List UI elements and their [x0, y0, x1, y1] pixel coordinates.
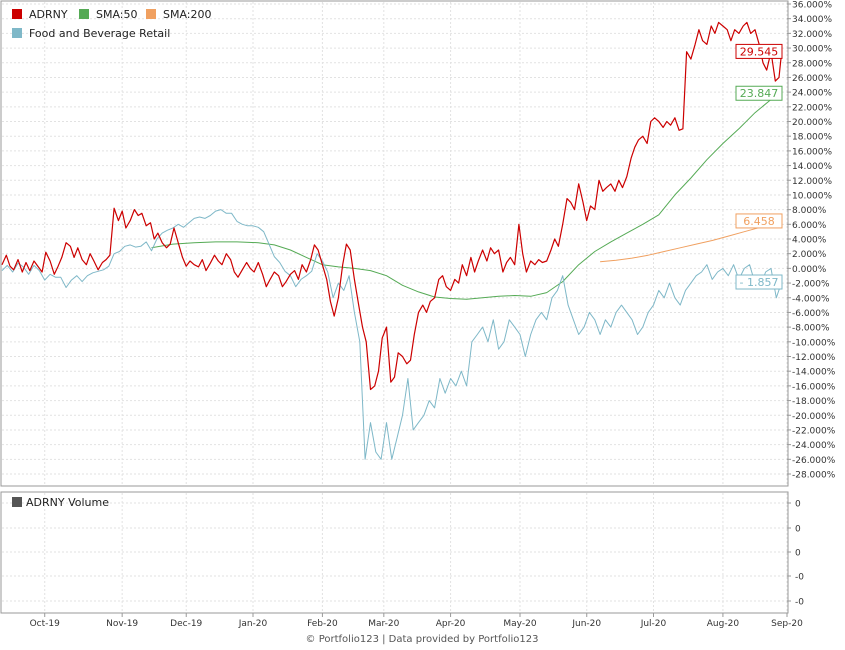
legend-swatch	[12, 497, 22, 507]
volume-legend: ADRNY Volume	[12, 496, 109, 509]
last-value-label-food-and-beverage-retail: - 1.857	[735, 274, 783, 290]
price-panel-frame	[0, 0, 789, 487]
price-y-tick-label: -12.000%	[792, 353, 836, 363]
price-y-tick-label: 14.000%	[792, 162, 832, 172]
price-y-tick-label: 6.000%	[792, 221, 827, 231]
last-value-label-text: - 1.857	[740, 276, 779, 289]
price-series	[1, 21, 783, 460]
price-y-tick-label: -24.000%	[792, 441, 836, 451]
price-y-tick-label: 30.000%	[792, 45, 832, 55]
legend-item-sma-200: SMA:200	[146, 8, 212, 21]
legend-label: SMA:200	[163, 8, 212, 21]
price-y-tick-label: 24.000%	[792, 89, 832, 99]
last-value-label-adrny: 29.545	[735, 43, 783, 59]
last-value-label-box	[735, 85, 783, 101]
legend-label: Food and Beverage Retail	[29, 27, 170, 40]
volume-y-tick-label: 0	[795, 549, 801, 559]
price-y-tick-label: 36.000%	[792, 1, 832, 11]
price-y-tick-label: 20.000%	[792, 118, 832, 128]
price-y-tick-label: -14.000%	[792, 368, 836, 378]
price-y-tick-label: 28.000%	[792, 59, 832, 69]
price-y-tick-label: 22.000%	[792, 103, 832, 113]
price-y-tick-label: -22.000%	[792, 426, 836, 436]
price-legend: ADRNY SMA:50 SMA:200 Food and Beverage Reta…	[12, 8, 212, 40]
price-y-tick-label: 18.000%	[792, 133, 832, 143]
footer-credit: © Portfolio123 | Data provided by Portfo…	[306, 634, 539, 645]
price-y-tick-label: 32.000%	[792, 30, 832, 40]
price-y-tick-label: 12.000%	[792, 177, 832, 187]
price-y-tick-label: -16.000%	[792, 382, 836, 392]
legend-label: SMA:50	[96, 8, 138, 21]
price-y-axis: 36.000% 34.000% 32.000% 30.000% 28.000% 26.00…	[787, 1, 836, 481]
volume-y-tick-label: -0	[795, 598, 804, 608]
x-tick-label: Oct-19	[30, 619, 61, 629]
price-gridlines	[2, 2, 788, 485]
price-y-tick-label: -10.000%	[792, 338, 836, 348]
x-tick-label: May-20	[503, 619, 536, 629]
volume-y-tick-label: -0	[795, 573, 804, 583]
legend-item-adrny: ADRNY	[12, 8, 68, 21]
price-y-tick-label: 4.000%	[792, 236, 827, 246]
x-axis: Oct-19 Nov-19 Dec-19 Jan-20 Feb-20 Mar-20 Apr-…	[30, 613, 803, 629]
x-tick-label: Jul-20	[640, 619, 667, 629]
volume-y-tick-label: 0	[795, 525, 801, 535]
x-tick-label: Apr-20	[436, 619, 466, 629]
x-tick-label: Jun-20	[571, 619, 601, 629]
volume-gridlines	[2, 493, 788, 612]
last-value-label-box	[735, 274, 783, 290]
price-y-tick-label: 8.000%	[792, 206, 827, 216]
last-value-labels: 29.545 23.847 6.458 - 1.857	[735, 43, 783, 290]
price-y-tick-label: -6.000%	[792, 309, 830, 319]
legend-swatch	[12, 9, 22, 19]
last-value-label-sma-50: 23.847	[735, 85, 783, 101]
last-value-label-text: 6.458	[743, 215, 775, 228]
price-y-tick-label: -20.000%	[792, 412, 836, 422]
price-y-tick-label: -26.000%	[792, 456, 836, 466]
x-tick-label: Sep-20	[771, 619, 803, 629]
price-y-tick-label: -2.000%	[792, 280, 830, 290]
price-y-tick-label: 16.000%	[792, 147, 832, 157]
x-tick-label: Dec-19	[170, 619, 202, 629]
price-y-tick-label: 26.000%	[792, 74, 832, 84]
legend-item-food-and-beverage-retail: Food and Beverage Retail	[12, 27, 170, 40]
x-tick-label: Feb-20	[307, 619, 338, 629]
x-tick-label: Jan-20	[238, 619, 268, 629]
legend-swatch	[12, 28, 22, 38]
price-y-tick-label: 34.000%	[792, 15, 832, 25]
volume-y-tick-label: 0	[795, 500, 801, 510]
last-value-label-text: 23.847	[740, 87, 779, 100]
legend-label: ADRNY Volume	[26, 496, 109, 509]
volume-y-axis: 0 0 0 -0 -0	[787, 500, 804, 608]
last-value-label-text: 29.545	[740, 45, 779, 58]
legend-swatch	[146, 9, 156, 19]
last-value-label-box	[735, 213, 783, 229]
last-value-label-box	[735, 43, 783, 59]
price-y-tick-label: -4.000%	[792, 294, 830, 304]
price-y-tick-label: 0.000%	[792, 265, 827, 275]
legend-item-sma-50: SMA:50	[79, 8, 138, 21]
series-line-sma-50	[151, 92, 782, 300]
price-y-tick-label: -8.000%	[792, 324, 830, 334]
price-y-tick-label: 2.000%	[792, 250, 827, 260]
series-line-adrny	[1, 21, 783, 391]
legend-label: ADRNY	[29, 8, 68, 21]
legend-swatch	[79, 9, 89, 19]
series-line-food-and-beverage-retail	[1, 209, 783, 460]
legend-item-volume: ADRNY Volume	[12, 496, 109, 509]
x-tick-label: Nov-19	[106, 619, 138, 629]
price-y-tick-label: -18.000%	[792, 397, 836, 407]
x-tick-label: Aug-20	[707, 619, 740, 629]
price-y-tick-label: 10.000%	[792, 191, 832, 201]
last-value-label-sma-200: 6.458	[735, 213, 783, 229]
price-y-tick-label: -28.000%	[792, 471, 836, 481]
x-tick-label: Mar-20	[368, 619, 399, 629]
